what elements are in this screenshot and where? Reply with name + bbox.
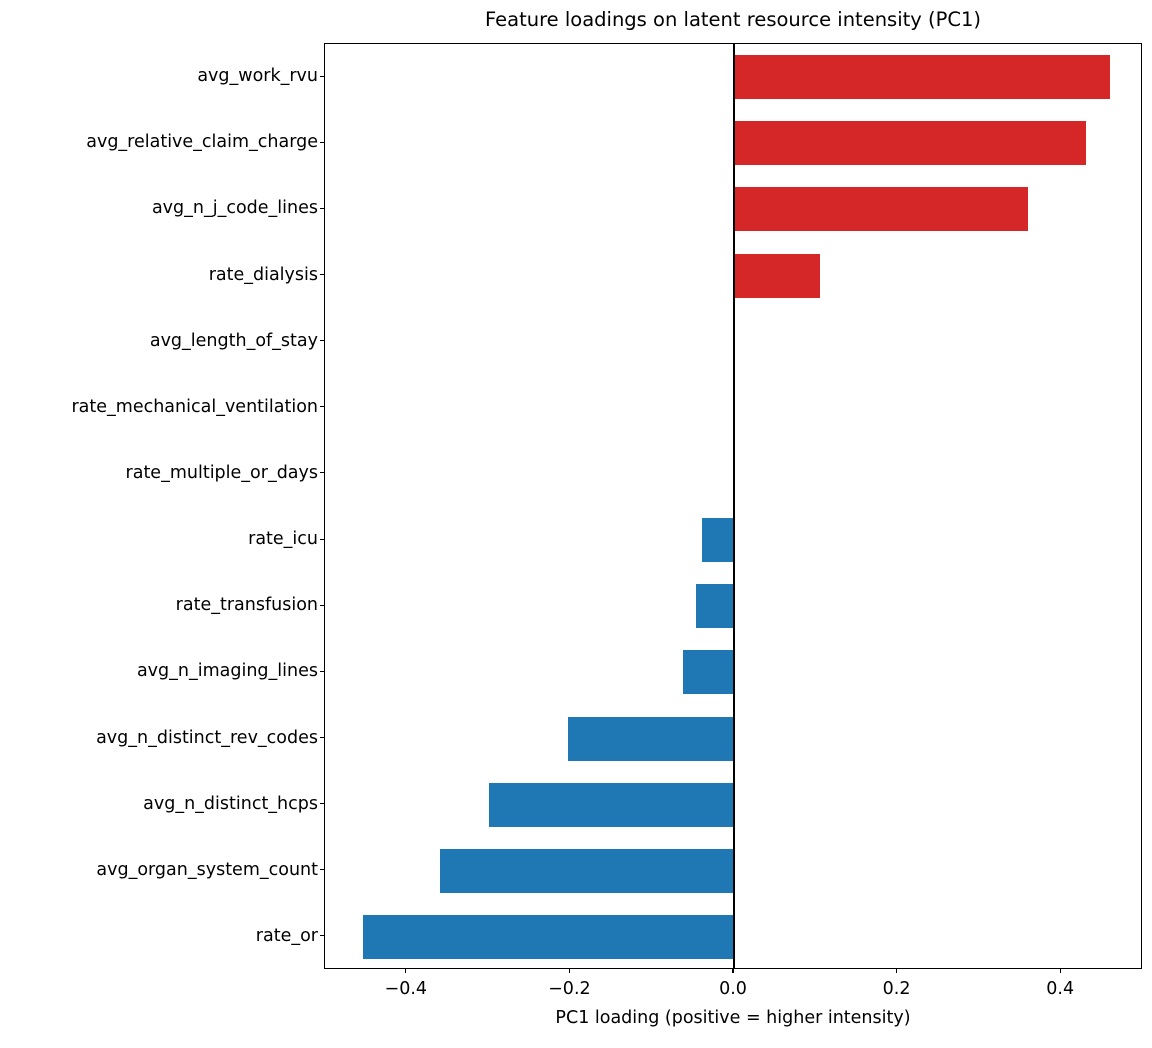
plot-area xyxy=(324,43,1142,969)
y-tick-mark xyxy=(320,273,324,276)
y-tick-mark xyxy=(320,406,324,408)
y-tick-mark xyxy=(320,472,324,474)
y-tick-label-avg_n_distinct_hcps: avg_n_distinct_hcps xyxy=(143,793,318,814)
zero-reference-line xyxy=(733,44,735,968)
y-tick-mark xyxy=(320,340,324,342)
y-tick-label-rate_multiple_or_days: rate_multiple_or_days xyxy=(125,462,318,483)
y-tick-label-avg_n_j_code_lines: avg_n_j_code_lines xyxy=(151,198,318,219)
x-tick-mark xyxy=(732,969,734,973)
x-tick-label: 0.4 xyxy=(1046,979,1075,999)
x-axis-label: PC1 loading (positive = higher intensity… xyxy=(555,1008,911,1028)
y-tick-label-rate_mechanical_ventilation: rate_mechanical_ventilation xyxy=(71,396,318,417)
x-tick-mark xyxy=(568,969,570,973)
bar-avg_n_j_code_lines xyxy=(734,187,1029,232)
bar-avg_n_distinct_rev_codes xyxy=(567,716,734,761)
y-tick-label-avg_length_of_stay: avg_length_of_stay xyxy=(149,330,318,351)
page-title: Feature loadings on latent resource inte… xyxy=(484,8,982,31)
y-tick-mark xyxy=(320,935,324,937)
y-tick-mark xyxy=(320,869,324,871)
y-tick-label-avg_organ_system_count: avg_organ_system_count xyxy=(96,859,318,880)
bar-avg_work_rvu xyxy=(734,55,1111,100)
y-tick-label-rate_transfusion: rate_transfusion xyxy=(175,595,318,616)
y-tick-label-avg_work_rvu: avg_work_rvu xyxy=(197,66,318,87)
bar-avg_organ_system_count xyxy=(439,848,734,893)
x-tick-mark xyxy=(405,969,407,973)
y-tick-mark xyxy=(320,75,324,77)
y-tick-label-rate_dialysis: rate_dialysis xyxy=(208,264,318,285)
x-tick-mark xyxy=(896,969,898,973)
y-tick-label-rate_icu: rate_icu xyxy=(248,529,318,550)
bar-rate_dialysis xyxy=(734,253,820,298)
x-tick-mark xyxy=(1059,969,1061,973)
y-tick-mark xyxy=(320,736,324,739)
bar-avg_relative_claim_charge xyxy=(734,121,1086,166)
y-tick-mark xyxy=(320,207,324,209)
y-tick-mark xyxy=(320,604,324,606)
y-tick-mark xyxy=(320,141,324,143)
plot-canvas xyxy=(325,44,1141,968)
y-tick-label-avg_n_distinct_rev_codes: avg_n_distinct_rev_codes xyxy=(96,727,318,748)
bar-rate_transfusion xyxy=(695,584,734,629)
bar-avg_n_imaging_lines xyxy=(683,650,734,695)
y-tick-mark xyxy=(320,538,324,540)
y-tick-label-rate_or: rate_or xyxy=(255,925,318,946)
x-tick-label: 0.0 xyxy=(719,979,747,999)
y-tick-mark xyxy=(320,670,324,672)
y-tick-mark xyxy=(320,803,324,805)
bar-rate_icu xyxy=(702,518,734,563)
x-tick-label: −0.4 xyxy=(384,979,428,999)
x-tick-label: 0.2 xyxy=(882,979,911,999)
bar-avg_n_distinct_hcps xyxy=(489,782,734,827)
y-tick-label-avg_n_imaging_lines: avg_n_imaging_lines xyxy=(136,661,318,682)
x-tick-label: −0.2 xyxy=(548,979,591,999)
bar-rate_or xyxy=(362,914,734,959)
y-tick-label-avg_relative_claim_charge: avg_relative_claim_charge xyxy=(86,132,318,153)
